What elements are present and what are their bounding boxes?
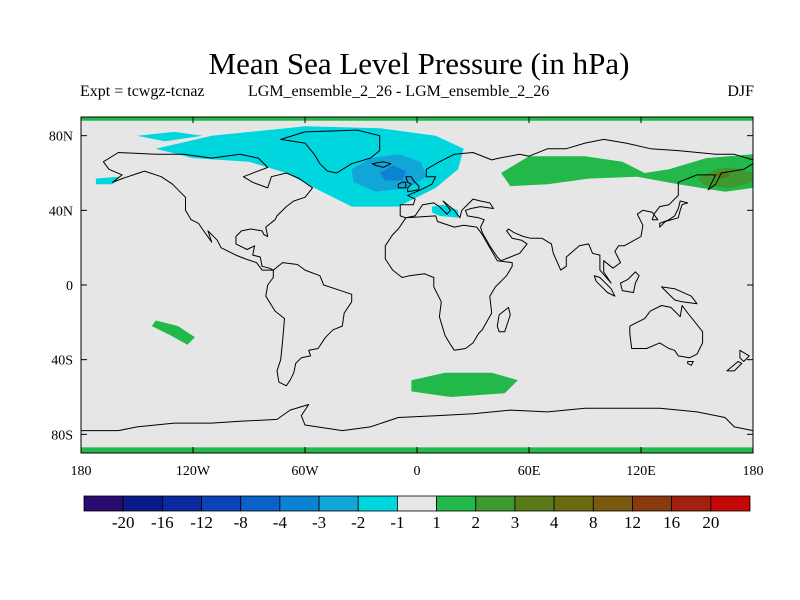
colorbar-swatch: [240, 495, 281, 512]
coastline-layer: [81, 129, 753, 453]
colorbar-swatch: [397, 495, 437, 512]
colorbar-swatch: [632, 495, 673, 512]
anomaly-southern-ocean-positive: [411, 372, 518, 397]
anomaly-siberia-positive: [501, 154, 753, 192]
colorbar-swatch: [161, 495, 202, 512]
colorbar-label: -3: [312, 513, 326, 532]
x-tick-label: 60W: [291, 464, 319, 479]
x-tick-label: 120E: [626, 464, 656, 479]
colorbar-label: 12: [624, 513, 641, 532]
colorbar-label: 8: [589, 513, 598, 532]
experiment-label: Expt = tcwgz-tcnaz: [80, 83, 205, 100]
colorbar-label: -8: [234, 513, 248, 532]
colorbar-swatch: [475, 495, 516, 512]
coastline-great-britain: [405, 176, 420, 193]
x-tick-label: 180: [743, 464, 764, 479]
colorbar-swatch: [318, 495, 359, 512]
anomaly-fill-layer: [81, 117, 753, 453]
colorbar-label: 4: [550, 513, 559, 532]
axis-ticks: 180 120W 60W 0 60E 120E 180 80N 40N 0 40S 80S: [49, 117, 764, 479]
y-tick-label: 40N: [49, 204, 73, 219]
colorbar-swatch: [710, 495, 751, 512]
coastline-borneo: [620, 271, 640, 293]
colorbar-swatch: [514, 495, 555, 512]
colorbar-label: 2: [472, 513, 481, 532]
colorbar-label: 20: [702, 513, 719, 532]
coastline-north-america: [102, 152, 313, 271]
coastline-eurasia: [399, 138, 753, 284]
coastline-new-guinea: [661, 286, 698, 305]
y-tick-label: 80N: [49, 130, 73, 145]
x-tick-label: 60E: [518, 464, 541, 479]
coastline-antarctica: [81, 404, 753, 453]
anomaly-alaska-negative: [137, 131, 203, 142]
colorbar-label: -20: [112, 513, 135, 532]
colorbar: -20 -16 -12 -8 -4 -3 -2 -1 1 2 3 4 8 12 16 20: [83, 495, 751, 532]
coastline-australia: [629, 305, 704, 359]
coastline-tasmania: [687, 361, 694, 366]
colorbar-label: -2: [351, 513, 365, 532]
coastline-south-america: [265, 262, 353, 387]
coastline-ireland: [397, 181, 407, 189]
colorbar-swatch: [671, 495, 712, 512]
colorbar-label: -1: [390, 513, 404, 532]
coastline-japan: [659, 200, 689, 228]
colorbar-swatch: [83, 495, 124, 512]
y-tick-label: 0: [66, 279, 73, 294]
colorbar-label: -4: [273, 513, 288, 532]
season-label: DJF: [727, 83, 754, 100]
coastline-new-zealand-north: [739, 349, 750, 362]
colorbar-swatch: [279, 495, 320, 512]
colorbar-label: 1: [432, 513, 441, 532]
colorbar-swatch: [553, 495, 594, 512]
colorbar-swatch: [201, 495, 242, 512]
x-tick-label: 120W: [176, 464, 211, 479]
coastline-iceland: [371, 161, 392, 168]
colorbar-label: -12: [190, 513, 213, 532]
y-tick-label: 40S: [51, 354, 73, 369]
x-tick-label: 180: [71, 464, 92, 479]
colorbar-swatch: [436, 495, 477, 512]
coastline-sumatra: [593, 275, 616, 297]
colorbar-swatch: [592, 495, 633, 512]
colorbar-label: 3: [511, 513, 520, 532]
y-tick-label: 80S: [51, 428, 73, 443]
colorbar-label: 16: [663, 513, 680, 532]
coastline-africa: [384, 215, 513, 351]
colorbar-swatch: [122, 495, 163, 512]
colorbar-swatch: [357, 495, 398, 512]
anomaly-icelandic-low-center: [379, 165, 406, 181]
map-title: Mean Sea Level Pressure (in hPa): [208, 46, 630, 81]
anomaly-southern-pacific-positive: [151, 320, 195, 345]
coastline-madagascar: [496, 306, 511, 333]
x-tick-label: 0: [414, 464, 421, 479]
ensemble-label: LGM_ensemble_2_26 - LGM_ensemble_2_26: [248, 83, 550, 100]
coastline-greenland: [280, 129, 381, 174]
coastline-new-zealand-south: [726, 361, 743, 372]
colorbar-label: -16: [151, 513, 174, 532]
